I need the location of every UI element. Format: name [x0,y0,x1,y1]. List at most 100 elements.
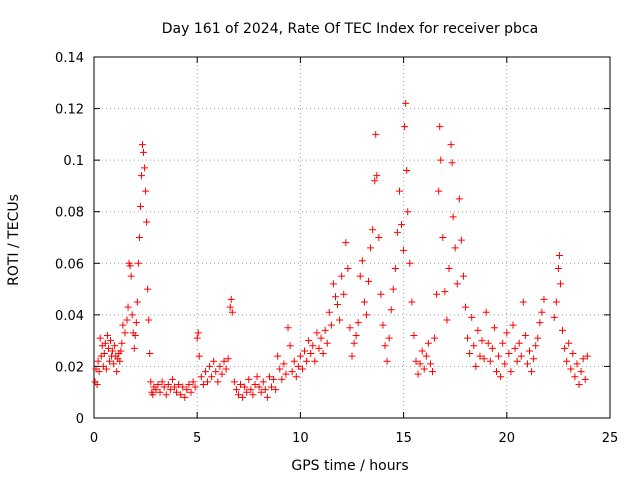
data-point [204,378,212,386]
data-point [93,380,101,388]
data-point [134,259,142,267]
data-point [232,386,240,394]
data-point [263,393,271,401]
data-point [119,321,127,329]
data-point [509,321,517,329]
data-point [199,380,207,388]
data-point [96,334,104,342]
data-point [278,375,286,383]
data-point [523,360,531,368]
data-point [565,339,573,347]
data-point [488,344,496,352]
data-point [239,393,247,401]
data-point [156,388,164,396]
data-point [517,352,525,360]
data-point [519,298,527,306]
data-point [555,252,563,260]
data-point [408,298,416,306]
data-point [144,285,152,293]
data-point [486,357,494,365]
data-point [280,360,288,368]
data-point [162,391,170,399]
data-points [91,99,591,401]
data-point [116,357,124,365]
data-point [354,319,362,327]
data-point [561,344,569,352]
data-point [344,264,352,272]
data-point [443,316,451,324]
data-point [398,221,406,229]
data-point [243,388,251,396]
data-point [403,166,411,174]
data-point [346,324,354,332]
grid [94,57,610,418]
data-point [362,311,370,319]
data-point [468,313,476,321]
data-point [391,264,399,272]
data-point [404,208,412,216]
data-point [305,337,313,345]
data-point [424,339,432,347]
data-point [503,329,511,337]
x-tick-label: 25 [602,431,619,446]
data-point [325,308,333,316]
data-point [369,226,377,234]
data-point [414,370,422,378]
data-point [212,368,220,376]
data-point [170,383,178,391]
data-point [356,272,364,280]
data-point [179,383,187,391]
data-point [307,350,315,358]
data-point [197,373,205,381]
data-point [296,352,304,360]
data-point [379,321,387,329]
data-point [501,360,509,368]
data-point [109,347,117,355]
data-point [372,130,380,138]
data-point [309,342,317,350]
data-point [201,368,209,376]
data-point [373,172,381,180]
data-point [552,298,560,306]
data-point [484,339,492,347]
data-point [360,298,368,306]
plot-frame [93,56,611,419]
data-point [422,352,430,360]
data-point [104,344,112,352]
data-point [143,218,151,226]
data-point [331,293,339,301]
data-point [222,365,230,373]
data-point [528,368,536,376]
data-point [117,347,125,355]
data-point [234,391,242,399]
data-point [453,280,461,288]
data-point [540,295,548,303]
data-point [107,337,115,345]
data-point [336,316,344,324]
y-tick-label: 0.14 [55,51,84,66]
data-point [247,386,255,394]
data-point [319,350,327,358]
data-point [276,365,284,373]
data-point [255,383,263,391]
data-point [103,331,111,339]
data-point [436,123,444,131]
data-point [426,360,434,368]
data-point [303,357,311,365]
y-axis-label: ROTI / TECUs [6,194,22,286]
x-axis: 0 5 10 15 20 25 [90,57,618,446]
data-point [575,380,583,388]
data-point [123,316,131,324]
data-point [532,342,540,350]
y-tick-label: 0.04 [55,309,84,324]
data-point [177,391,185,399]
data-point [437,156,445,164]
x-axis-label: GPS time / hours [291,458,408,474]
data-point [193,334,201,342]
data-point [428,368,436,376]
data-point [441,288,449,296]
data-point [194,329,202,337]
data-point [490,324,498,332]
data-point [402,99,410,107]
data-point [412,357,420,365]
